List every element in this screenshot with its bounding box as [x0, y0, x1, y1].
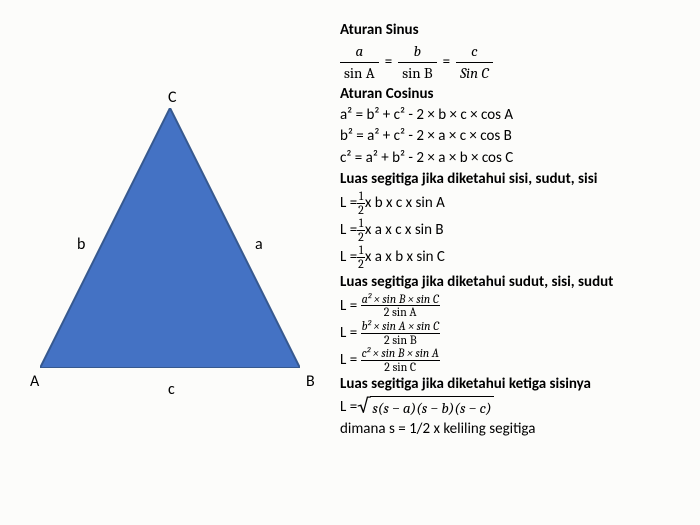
cosinus-eq-b: b² = a² + c² - 2 × a × c × cos B [340, 126, 690, 146]
sss-note: dimana s = 1/2 x keliling segitiga [340, 419, 690, 439]
formulas-panel: Aturan Sinus asin A = bsin B = cSin C At… [320, 20, 690, 505]
triangle-figure: C A B b a c [30, 80, 310, 420]
asa-eq-c: L = c² × sin B × sin A2 sin C [340, 347, 690, 373]
vertex-b-label: B [306, 372, 315, 391]
asa-title: Luas segitiga jika diketahui sudut, sisi… [340, 272, 690, 292]
side-c-label: c [168, 380, 175, 399]
sinus-title: Aturan Sinus [340, 20, 690, 40]
side-a-label: a [255, 235, 263, 254]
vertex-a-label: A [30, 372, 39, 391]
sas-title: Luas segitiga jika diketahui sisi, sudut… [340, 169, 690, 189]
sas-eq-b: L = 12 x a x c x sin B [340, 217, 690, 243]
sss-title: Luas segitiga jika diketahui ketiga sisi… [340, 374, 690, 394]
sss-heron: L = √s(s − a)(s − b)(s − c) [340, 396, 690, 418]
cosinus-title: Aturan Cosinus [340, 84, 690, 104]
sas-eq-a: L = 12 x b x c x sin A [340, 190, 690, 216]
triangle-panel: C A B b a c [10, 20, 320, 505]
cosinus-eq-a: a² = b² + c² - 2 × b × c × cos A [340, 105, 690, 125]
asa-eq-a: L = a² × sin B × sin C2 sin A [340, 293, 690, 319]
asa-eq-b: L = b² × sin A × sin C2 sin B [340, 320, 690, 346]
sinus-equation: asin A = bsin B = cSin C [340, 41, 690, 83]
cosinus-eq-c: c² = a² + b² - 2 × a × b × cos C [340, 148, 690, 168]
vertex-c-label: C [168, 88, 177, 107]
side-b-label: b [77, 235, 85, 254]
sas-eq-c: L = 12 x a x b x sin C [340, 244, 690, 270]
